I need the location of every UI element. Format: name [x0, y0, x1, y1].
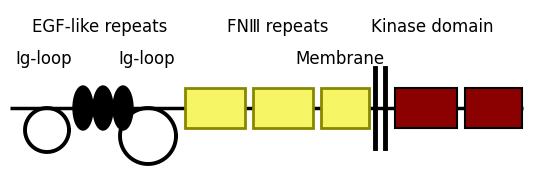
Text: Kinase domain: Kinase domain: [371, 18, 493, 36]
FancyBboxPatch shape: [185, 88, 245, 128]
FancyBboxPatch shape: [465, 88, 522, 128]
FancyBboxPatch shape: [253, 88, 313, 128]
Text: FNⅢ repeats: FNⅢ repeats: [227, 18, 329, 36]
Ellipse shape: [73, 86, 93, 130]
Text: Membrane: Membrane: [295, 50, 385, 68]
Text: Ig-loop: Ig-loop: [15, 50, 71, 68]
Ellipse shape: [113, 86, 133, 130]
FancyBboxPatch shape: [321, 88, 369, 128]
Text: EGF-like repeats: EGF-like repeats: [33, 18, 168, 36]
Ellipse shape: [93, 86, 113, 130]
FancyBboxPatch shape: [395, 88, 457, 128]
Text: Ig-loop: Ig-loop: [118, 50, 175, 68]
